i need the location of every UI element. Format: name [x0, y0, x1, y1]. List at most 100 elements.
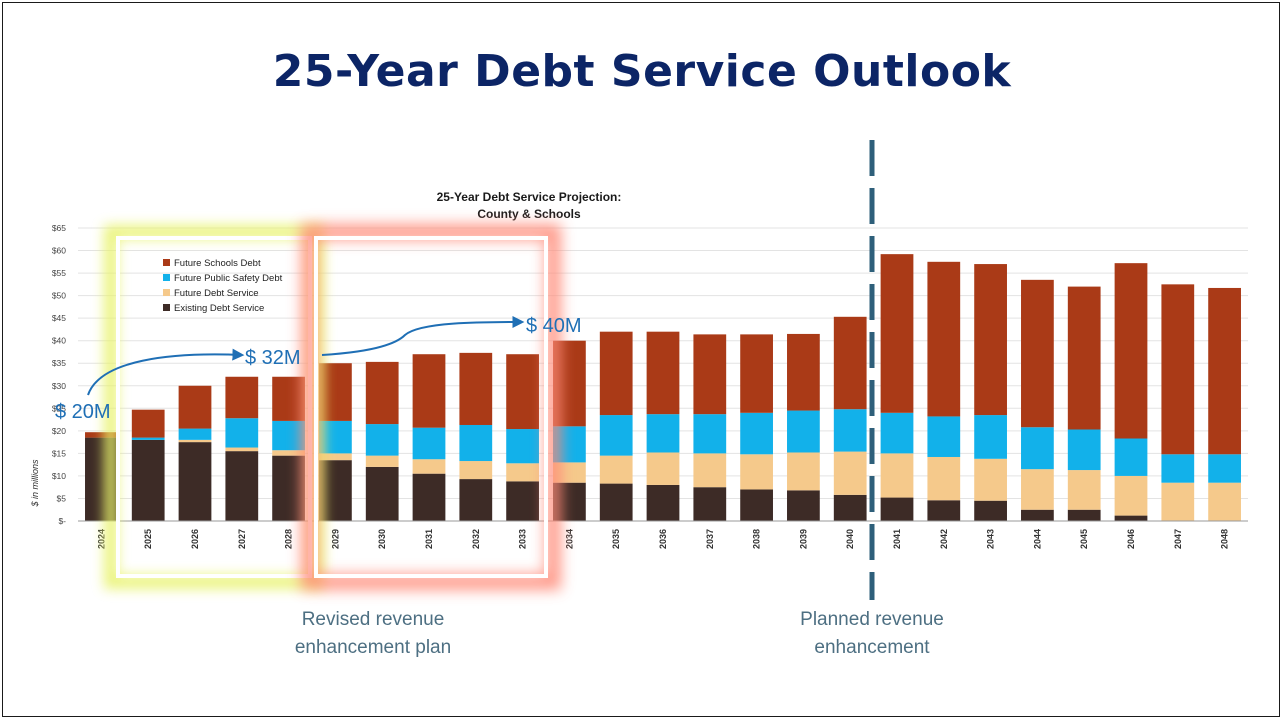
bar-segment — [365, 466, 399, 521]
y-tick-label: $5 — [57, 493, 67, 503]
x-tick-label: 2029 — [330, 529, 340, 549]
bar-segment — [1067, 509, 1101, 521]
bar-segment — [1208, 454, 1241, 483]
bar-segment — [1114, 263, 1148, 439]
y-tick-label: $- — [58, 516, 66, 526]
revised-plan-highlight-red — [301, 224, 561, 590]
x-tick-label: 2044 — [1032, 529, 1042, 549]
legend-label: Future Debt Service — [174, 288, 258, 299]
bar-segment — [833, 409, 867, 452]
x-tick-label: 2032 — [471, 529, 481, 549]
bar-segment — [1067, 286, 1101, 430]
x-tick-label: 2040 — [845, 529, 855, 549]
y-tick-label: $50 — [52, 291, 66, 301]
bar-segment — [365, 424, 399, 456]
bar-segment — [693, 453, 727, 488]
bar-segment — [459, 424, 493, 462]
bar-segment — [646, 484, 680, 521]
x-tick-label: 2041 — [892, 529, 902, 549]
y-tick-label: $55 — [52, 268, 66, 278]
bar-segment — [412, 354, 446, 428]
bar-segment — [1208, 287, 1241, 455]
bar-segment — [833, 451, 867, 495]
x-tick-label: 2025 — [143, 529, 153, 549]
bar-segment — [178, 385, 212, 429]
legend-swatch — [163, 289, 170, 296]
bar-segment — [506, 481, 539, 521]
callout-40m: $ 40M — [526, 315, 582, 337]
legend-swatch — [163, 274, 170, 281]
bar-segment — [131, 439, 165, 521]
bar-segment — [1021, 509, 1054, 521]
y-tick-label: $60 — [52, 246, 66, 256]
bar-segment — [880, 254, 914, 413]
y-tick-label: $20 — [52, 426, 66, 436]
bar-segment — [412, 427, 446, 460]
x-tick-label: 2031 — [424, 529, 434, 549]
bar-segment — [693, 334, 727, 415]
bar-segment — [131, 409, 165, 438]
bar-segment — [1114, 438, 1148, 476]
x-tick-label: 2042 — [939, 529, 949, 549]
legend-swatch — [163, 304, 170, 311]
x-tick-label: 2028 — [284, 529, 294, 549]
bar-segment — [693, 414, 727, 454]
bar-segment — [225, 447, 259, 452]
bar-segment — [506, 354, 539, 430]
bar-segment — [553, 462, 586, 483]
y-axis-label: $ in millions — [30, 459, 40, 508]
x-tick-label: 2035 — [611, 529, 621, 549]
y-tick-label: $35 — [52, 358, 66, 368]
bar-segment — [459, 461, 493, 480]
bar-segment — [365, 455, 399, 467]
bar-segment — [459, 479, 493, 521]
bar-segment — [833, 494, 867, 521]
legend-label: Future Schools Debt — [174, 258, 261, 269]
bar-segment — [506, 463, 539, 482]
bar-segment — [880, 412, 914, 454]
bar-segment — [1161, 284, 1195, 455]
bar-segment — [178, 439, 212, 443]
y-tick-label: $25 — [52, 403, 66, 413]
bar-segment — [178, 442, 212, 521]
bar-segment — [459, 352, 493, 425]
bar-segment — [319, 460, 352, 521]
bar-segment — [1114, 475, 1148, 516]
chart-area: $- $5 $10 $15 $20 $25 $30 $35 $40 $45 $50 $55 $60 $65… — [30, 178, 1260, 560]
chart-subtitle: County & Schools — [477, 207, 581, 221]
x-tick-label: 2045 — [1079, 529, 1089, 549]
x-tick-label: 2024 — [96, 529, 106, 549]
bar-segment — [974, 415, 1007, 459]
bar-segment — [740, 454, 773, 490]
bar-segment — [693, 487, 727, 521]
bar-segment — [974, 264, 1007, 416]
bar-segment — [833, 316, 867, 410]
x-tick-label: 2043 — [986, 529, 996, 549]
y-axis: $- $5 $10 $15 $20 $25 $30 $35 $40 $45 $50 $55 $60 $65 — [52, 223, 66, 526]
callout-arrow-32-to-40 — [321, 316, 525, 356]
bar-segment — [272, 450, 305, 456]
y-tick-label: $15 — [52, 448, 66, 458]
bar-segment — [1161, 482, 1195, 521]
callout-20m: $ 20M — [55, 401, 111, 423]
bar-segment — [927, 416, 961, 457]
x-tick-label: 2033 — [518, 529, 528, 549]
bar-segment — [927, 456, 961, 501]
bar-segment — [740, 489, 773, 521]
bar-segment — [412, 473, 446, 521]
bar-segment — [506, 429, 539, 464]
bar-segment — [1161, 454, 1195, 483]
x-tick-label: 2046 — [1126, 529, 1136, 549]
bar-segment — [740, 412, 773, 455]
bar-segment — [646, 331, 680, 415]
bar-segment — [1114, 515, 1148, 521]
bar-segment — [880, 453, 914, 498]
bar-segment — [225, 418, 259, 448]
callout-32m: $ 32M — [245, 347, 301, 369]
x-tick-label: 2048 — [1220, 529, 1230, 549]
y-tick-label: $40 — [52, 336, 66, 346]
y-tick-label: $45 — [52, 313, 66, 323]
y-tick-label: $30 — [52, 381, 66, 391]
bar-segment — [178, 428, 212, 440]
